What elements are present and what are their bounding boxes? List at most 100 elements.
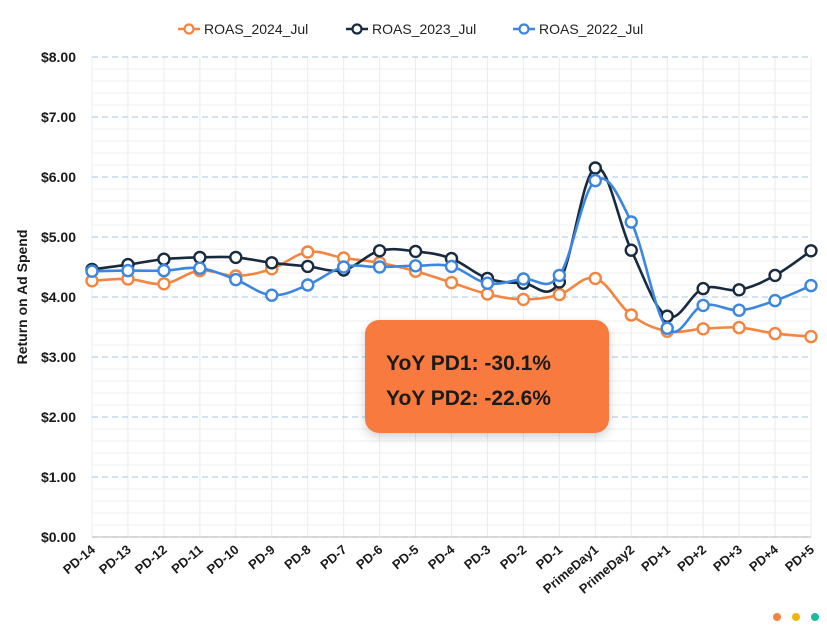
- yoy-pd2-text: YoY PD2: -22.6%: [386, 387, 551, 410]
- pager-dot[interactable]: [811, 613, 819, 621]
- legend-item[interactable]: ROAS_2024_Jul: [178, 21, 308, 37]
- x-tick-label: PD+4: [746, 541, 781, 574]
- data-point[interactable]: [624, 308, 638, 322]
- data-point[interactable]: [588, 271, 602, 286]
- x-tick-label: PD+1: [638, 542, 673, 575]
- data-point[interactable]: [768, 293, 782, 308]
- data-point[interactable]: [732, 303, 746, 317]
- legend[interactable]: ROAS_2024_Jul ROAS_2023_Jul ROAS_2022_Jul: [178, 21, 643, 37]
- x-tick-label: PD-14: [60, 541, 98, 577]
- y-axis-ticks: $0.00 $1.00 $2.00 $3.00 $4.00 $5.00 $6.00 $7.00…: [41, 49, 76, 545]
- data-point[interactable]: [660, 321, 674, 335]
- data-point[interactable]: [193, 261, 207, 275]
- y-tick-label: $3.00: [41, 349, 76, 365]
- data-point[interactable]: [768, 268, 782, 283]
- data-point[interactable]: [804, 278, 818, 293]
- legend-marker: [518, 23, 530, 35]
- data-point[interactable]: [229, 272, 243, 287]
- data-point[interactable]: [732, 320, 746, 335]
- series-ROAS_2023_Jul: [85, 161, 818, 323]
- data-point[interactable]: [732, 283, 746, 297]
- x-tick-label: PD-2: [497, 542, 529, 573]
- data-point[interactable]: [444, 275, 459, 290]
- x-tick-label: PD-3: [461, 542, 493, 573]
- legend-label: ROAS_2022_Jul: [539, 21, 643, 37]
- data-point[interactable]: [552, 287, 567, 302]
- legend-item[interactable]: ROAS_2022_Jul: [513, 21, 643, 37]
- data-point[interactable]: [804, 244, 818, 258]
- data-point[interactable]: [804, 329, 818, 344]
- data-point[interactable]: [516, 272, 531, 286]
- y-tick-label: $0.00: [41, 529, 76, 545]
- data-point[interactable]: [696, 281, 710, 296]
- x-tick-label: PD+2: [674, 542, 709, 575]
- x-tick-label: PD-10: [204, 542, 242, 577]
- y-tick-label: $1.00: [41, 469, 76, 485]
- data-point[interactable]: [444, 259, 459, 274]
- legend-label: ROAS_2024_Jul: [204, 21, 308, 37]
- pager-dots[interactable]: [773, 613, 827, 621]
- data-point[interactable]: [193, 250, 207, 265]
- x-tick-label: PD+3: [710, 542, 745, 575]
- y-tick-label: $5.00: [41, 229, 76, 245]
- y-tick-label: $8.00: [41, 49, 76, 65]
- x-tick-label: PD-13: [96, 542, 134, 577]
- x-tick-label: PD-8: [281, 542, 313, 573]
- y-tick-label: $2.00: [41, 409, 76, 425]
- data-point[interactable]: [301, 278, 315, 292]
- x-tick-label: PD-4: [425, 541, 458, 572]
- data-point[interactable]: [301, 259, 315, 274]
- data-point[interactable]: [624, 215, 638, 229]
- x-tick-label: PD-9: [245, 542, 277, 573]
- data-point[interactable]: [372, 260, 387, 274]
- data-point[interactable]: [229, 250, 243, 265]
- data-point[interactable]: [552, 268, 567, 283]
- series-line: [91, 177, 812, 334]
- series-lines: [85, 161, 818, 344]
- data-point[interactable]: [588, 173, 602, 188]
- y-tick-label: $7.00: [41, 109, 76, 125]
- data-point[interactable]: [696, 322, 710, 336]
- data-point[interactable]: [265, 288, 279, 302]
- legend-marker: [351, 23, 363, 35]
- pager-dot[interactable]: [773, 613, 781, 621]
- data-point[interactable]: [85, 264, 99, 278]
- legend-item[interactable]: ROAS_2023_Jul: [346, 21, 476, 37]
- series-ROAS_2022_Jul: [85, 173, 818, 335]
- data-point[interactable]: [624, 243, 638, 257]
- grid: [91, 56, 812, 538]
- legend-marker: [183, 23, 195, 35]
- x-tick-label: PD+5: [782, 542, 817, 575]
- data-point[interactable]: [516, 292, 531, 307]
- pager-dot[interactable]: [792, 613, 800, 621]
- x-tick-label: PD-11: [168, 542, 205, 577]
- data-point[interactable]: [696, 298, 710, 313]
- data-point[interactable]: [408, 259, 423, 273]
- data-point[interactable]: [372, 244, 387, 258]
- data-point[interactable]: [480, 287, 495, 301]
- data-point[interactable]: [336, 260, 351, 274]
- data-point[interactable]: [157, 263, 171, 278]
- y-tick-label: $6.00: [41, 169, 76, 185]
- yoy-pd1-text: YoY PD1: -30.1%: [386, 352, 551, 375]
- data-point[interactable]: [157, 277, 171, 291]
- data-point[interactable]: [301, 245, 315, 259]
- x-tick-label: PD-7: [317, 542, 349, 573]
- data-point[interactable]: [408, 244, 423, 259]
- data-point[interactable]: [265, 256, 279, 270]
- yoy-callout: YoY PD1: -30.1% YoY PD2: -22.6%: [365, 320, 609, 433]
- y-tick-label: $4.00: [41, 289, 76, 305]
- data-point[interactable]: [768, 326, 782, 341]
- x-tick-label: PD-6: [353, 542, 385, 573]
- series-line: [91, 166, 812, 319]
- x-tick-label: PD-12: [132, 542, 170, 577]
- data-point[interactable]: [157, 252, 171, 266]
- data-point[interactable]: [121, 263, 135, 278]
- y-axis-label: Return on Ad Spend: [14, 230, 30, 365]
- legend-label: ROAS_2023_Jul: [372, 21, 476, 37]
- data-point[interactable]: [480, 276, 495, 290]
- x-tick-label: PD-5: [389, 542, 421, 573]
- data-point[interactable]: [588, 161, 602, 175]
